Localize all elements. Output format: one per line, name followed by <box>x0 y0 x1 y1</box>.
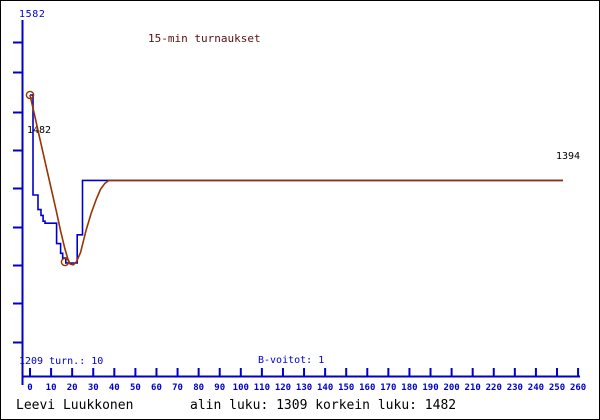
x-tick-label: 30 <box>88 383 99 393</box>
x-tick-label: 160 <box>359 383 375 393</box>
chart-title: 15-min turnaukset <box>148 32 261 45</box>
rating-steps-line <box>30 94 563 264</box>
x-tick-label: 220 <box>486 383 502 393</box>
x-tick-label: 0 <box>27 383 32 393</box>
x-tick-label: 180 <box>401 383 417 393</box>
y-axis-max-label: 1582 <box>19 9 45 20</box>
x-tick-label: 260 <box>570 383 586 393</box>
player-name: Leevi Luukkonen <box>16 398 133 413</box>
x-axis-ticks <box>29 368 580 376</box>
x-tick-label: 190 <box>422 383 438 393</box>
x-tick-label: 110 <box>254 383 270 393</box>
x-tick-label: 200 <box>443 383 459 393</box>
end-value-label: 1394 <box>556 151 580 162</box>
x-tick-label: 100 <box>233 383 249 393</box>
data-markers <box>25 90 70 267</box>
axes: 0 10 20 30 40 50 60 70 80 90 100 110 120 130 140 150 160… <box>13 20 586 393</box>
x-tick-label: 170 <box>380 383 396 393</box>
x-tick-label: 150 <box>338 383 354 393</box>
min-max-rating-summary: alin luku: 1309 korkein luku: 1482 <box>190 398 456 413</box>
b-wins-label: B-voitot: 1 <box>258 355 324 366</box>
x-tick-label: 60 <box>151 383 162 393</box>
x-tick-label: 140 <box>317 383 333 393</box>
smoothed-rating-line <box>29 94 563 266</box>
x-tick-label: 70 <box>172 383 183 393</box>
x-tick-label: 20 <box>67 383 78 393</box>
start-marker <box>25 90 35 100</box>
data-series <box>29 94 563 266</box>
x-tick-label: 210 <box>465 383 481 393</box>
y-axis-ticks <box>13 41 22 344</box>
x-tick-label: 120 <box>275 383 291 393</box>
x-tick-label: 90 <box>214 383 225 393</box>
x-tick-label: 10 <box>46 383 57 393</box>
x-axis-tick-labels: 0 10 20 30 40 50 60 70 80 90 100 110 120 130 140 150 160… <box>27 383 586 393</box>
x-tick-label: 250 <box>549 383 565 393</box>
min-marker <box>60 257 70 267</box>
x-tick-label: 240 <box>528 383 544 393</box>
x-tick-label: 130 <box>296 383 312 393</box>
x-tick-label: 80 <box>193 383 204 393</box>
start-value-label: 1482 <box>27 125 51 136</box>
y-axis-min-and-tournaments-label: 1209 turn.: 10 <box>19 356 103 367</box>
x-tick-label: 50 <box>130 383 141 393</box>
x-tick-label: 40 <box>109 383 120 393</box>
x-tick-label: 230 <box>507 383 523 393</box>
